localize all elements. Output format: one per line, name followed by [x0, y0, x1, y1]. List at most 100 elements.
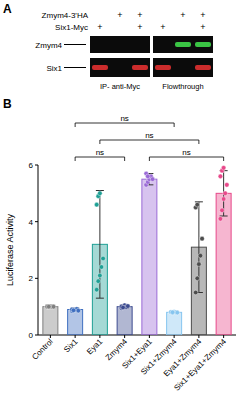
plot-area — [43, 166, 231, 335]
blot — [90, 36, 150, 53]
data-point — [195, 202, 200, 207]
x-tick — [149, 335, 150, 338]
x-tick — [50, 335, 51, 338]
blot — [90, 58, 150, 77]
y-tick — [35, 165, 38, 166]
sign: + — [160, 22, 165, 32]
data-point — [96, 279, 101, 284]
panel-label: B — [3, 97, 12, 111]
significance-label: ns — [145, 131, 153, 140]
data-point — [223, 191, 228, 196]
group-label: IP- anti-Myc — [100, 82, 140, 91]
x-tick-label: Six1+Eya1+Zmym4 — [172, 337, 228, 393]
data-point — [126, 304, 131, 309]
data-point — [218, 217, 223, 222]
data-point — [175, 310, 180, 315]
bar — [68, 310, 83, 336]
group-label: Flowthrough — [162, 82, 203, 91]
data-point — [225, 183, 230, 188]
bar — [43, 307, 58, 335]
blot-pointer — [64, 67, 86, 68]
band — [175, 42, 191, 47]
blot — [153, 58, 213, 77]
blot — [153, 36, 213, 53]
x-tick-label: Six1 — [62, 337, 80, 355]
row-label: Six1-Myc — [55, 23, 88, 32]
data-point — [195, 276, 200, 281]
band — [155, 65, 171, 70]
data-point — [51, 304, 56, 309]
data-point — [101, 256, 106, 261]
y-tick — [35, 335, 38, 336]
data-point — [220, 208, 225, 213]
data-point — [145, 174, 150, 179]
data-point — [98, 273, 103, 278]
significance-label: ns — [120, 114, 128, 123]
sign: + — [137, 22, 142, 32]
x-tick — [124, 335, 125, 338]
sign: + — [180, 10, 185, 20]
significance-bracket — [149, 157, 223, 161]
y-axis — [38, 165, 39, 335]
data-point — [197, 262, 202, 267]
data-point — [46, 304, 51, 309]
panel-label: A — [3, 2, 12, 16]
significance-bracket — [75, 157, 125, 161]
error-cap — [220, 216, 228, 217]
bar — [167, 312, 182, 335]
data-point — [76, 308, 81, 313]
data-point — [46, 304, 51, 309]
data-point — [198, 253, 203, 258]
band — [195, 42, 211, 47]
figure: A Zmym4-3'HA + + + + Six1-Myc + + + + Zmym4 Six1 IP- … — [0, 0, 242, 400]
data-point — [200, 236, 205, 241]
y-tick-label: 2 — [29, 274, 34, 283]
sign: + — [200, 22, 205, 32]
data-point — [99, 265, 104, 270]
sign: + — [200, 10, 205, 20]
significance-bracket — [100, 140, 199, 144]
row-label: Zmym4-3'HA — [42, 11, 89, 20]
significance-bracket — [75, 123, 174, 127]
axis-label: Luciferase Activity — [5, 213, 15, 286]
error-cap — [195, 201, 203, 202]
x-tick — [99, 335, 100, 338]
y-tick-label: 0 — [29, 331, 34, 340]
data-point — [121, 305, 126, 310]
y-tick-label: 6 — [29, 161, 34, 170]
x-tick-label: Control — [30, 337, 55, 362]
y-tick — [35, 221, 38, 222]
x-tick — [223, 335, 224, 338]
error-cap — [96, 298, 104, 299]
blot-pointer — [64, 44, 86, 45]
data-point — [221, 166, 226, 171]
significance-label: ns — [182, 148, 190, 157]
data-point — [170, 310, 175, 315]
error-bar — [195, 202, 203, 293]
y-tick — [35, 278, 38, 279]
blot-label: Zmym4 — [35, 41, 62, 50]
data-point — [71, 308, 76, 313]
bar — [142, 179, 157, 335]
band — [195, 65, 211, 70]
blot-label: Six1 — [46, 64, 62, 73]
data-point — [150, 177, 155, 182]
sign: + — [97, 22, 102, 32]
x-tick — [174, 335, 175, 338]
data-point — [193, 290, 198, 295]
y-tick-label: 4 — [29, 218, 34, 227]
data-point — [98, 191, 103, 196]
x-tick — [198, 335, 199, 338]
data-point — [221, 197, 226, 202]
data-point — [94, 287, 99, 292]
data-point — [94, 202, 99, 207]
sign: + — [117, 10, 122, 20]
x-tick-label: Eya1 — [85, 337, 105, 357]
sign: + — [137, 10, 142, 20]
band — [132, 65, 148, 70]
x-tick — [75, 335, 76, 338]
significance-label: ns — [96, 148, 104, 157]
band — [92, 65, 108, 70]
bar — [117, 307, 132, 335]
data-point — [218, 174, 223, 179]
